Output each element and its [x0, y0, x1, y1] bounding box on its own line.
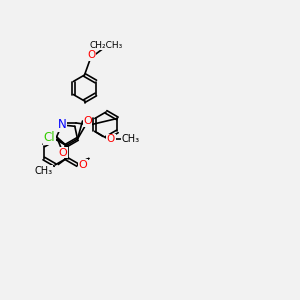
Text: CH₃: CH₃: [122, 134, 140, 144]
Text: Cl: Cl: [44, 131, 55, 144]
Text: CH₂CH₃: CH₂CH₃: [90, 40, 123, 50]
Text: N: N: [58, 118, 66, 131]
Text: O: O: [79, 160, 88, 170]
Text: O: O: [107, 134, 115, 144]
Text: O: O: [83, 116, 92, 126]
Text: CH₃: CH₃: [34, 166, 52, 176]
Text: O: O: [58, 148, 67, 158]
Text: O: O: [87, 50, 96, 60]
